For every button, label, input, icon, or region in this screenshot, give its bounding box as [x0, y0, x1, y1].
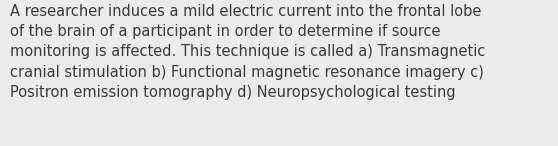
Text: A researcher induces a mild electric current into the frontal lobe
of the brain : A researcher induces a mild electric cur…	[10, 4, 485, 100]
